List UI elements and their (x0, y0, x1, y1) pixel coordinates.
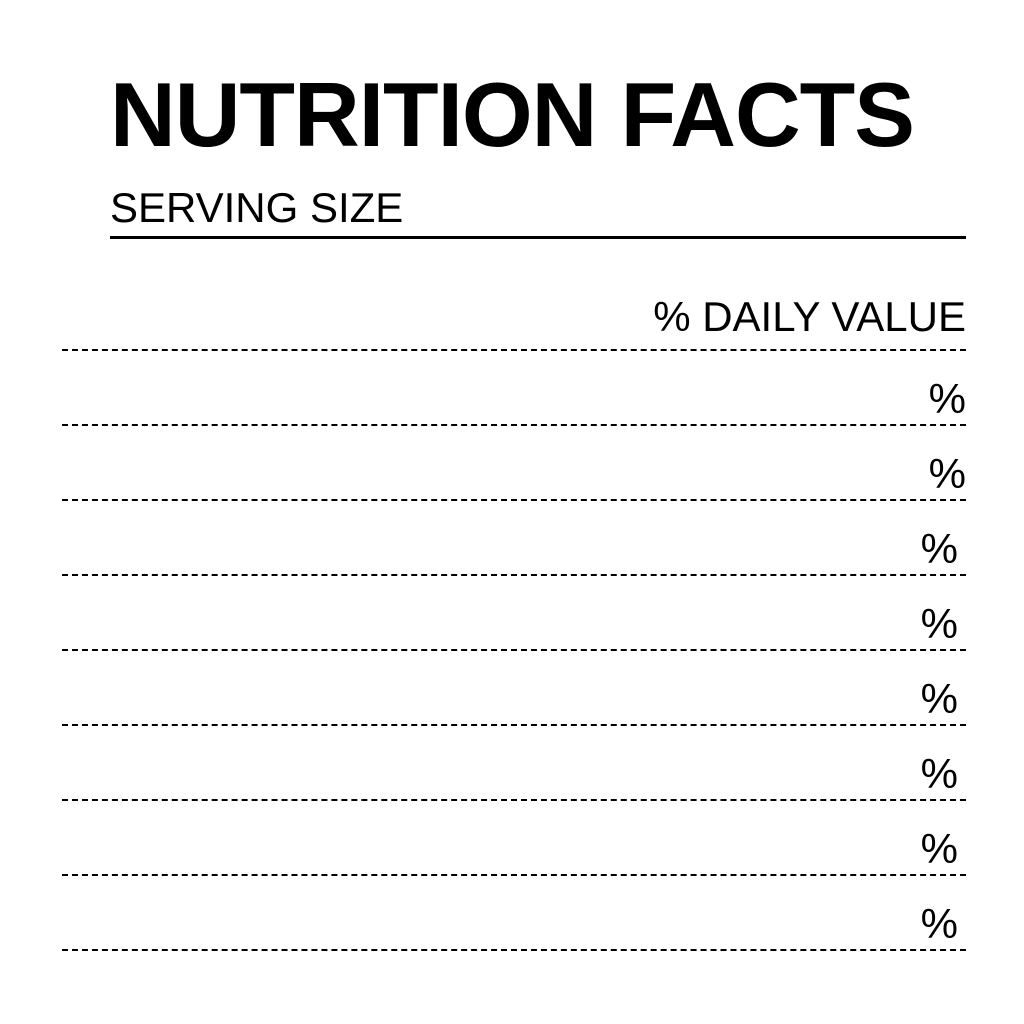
dashed-divider (62, 724, 966, 726)
dashed-divider (62, 574, 966, 576)
nutrient-row: % (62, 876, 966, 949)
serving-size-label: SERVING SIZE (110, 184, 404, 231)
serving-size-line (110, 236, 966, 239)
percent-sign: % (928, 450, 966, 497)
nutrient-rows: % % % % % % % % (62, 349, 966, 951)
daily-value-header: % DAILY VALUE (653, 293, 966, 340)
percent-sign: % (920, 750, 958, 797)
dashed-divider (62, 424, 966, 426)
percent-sign: % (920, 600, 958, 647)
dashed-divider (62, 349, 966, 351)
nutrient-row: % (62, 426, 966, 499)
label-title: NUTRITION FACTS (110, 65, 915, 166)
nutrient-row: % (62, 576, 966, 649)
percent-sign: % (920, 900, 958, 947)
dashed-divider (62, 949, 966, 951)
dashed-divider (62, 649, 966, 651)
percent-sign: % (920, 525, 958, 572)
dashed-divider (62, 874, 966, 876)
nutrient-row: % (62, 501, 966, 574)
dashed-divider (62, 799, 966, 801)
dashed-divider (62, 499, 966, 501)
nutrient-row: % (62, 726, 966, 799)
nutrient-row: % (62, 351, 966, 424)
percent-sign: % (920, 825, 958, 872)
percent-sign: % (920, 675, 958, 722)
percent-sign: % (928, 375, 966, 422)
nutrient-row: % (62, 651, 966, 724)
nutrient-row: % (62, 801, 966, 874)
